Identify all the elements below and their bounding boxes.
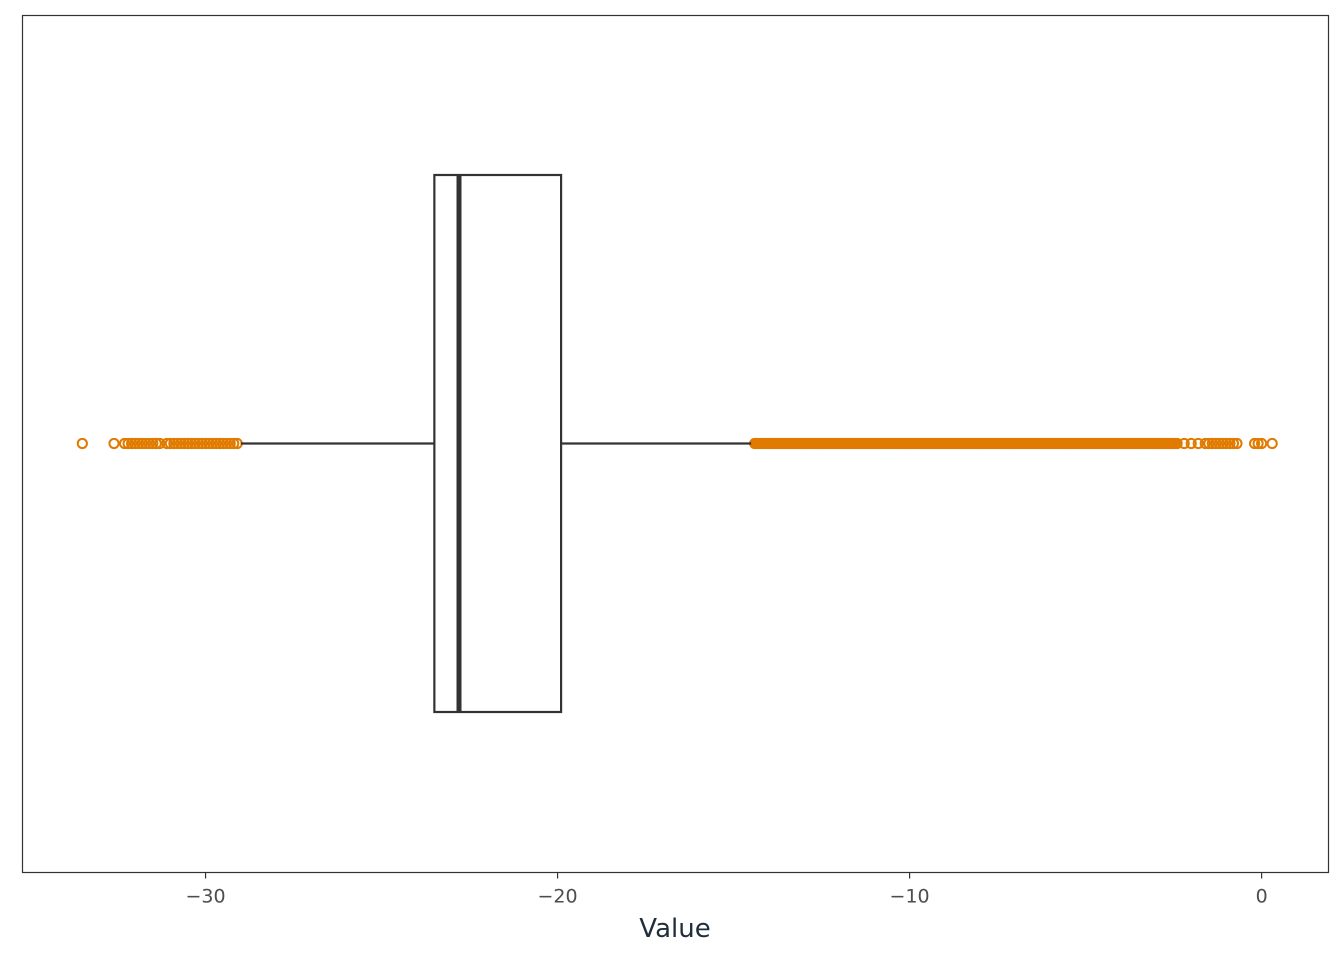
outlier-point [133,437,145,450]
outlier-point [76,437,88,450]
outlier-point [171,437,183,450]
outlier-point [136,437,148,450]
outlier-point [140,437,152,450]
outlier-point [164,437,176,450]
outlier-point [1213,437,1225,450]
x-axis-ticks: −30 −20 −10 0 [185,872,1268,908]
outlier-point [221,437,233,450]
outlier-point [1256,437,1268,450]
outlier-points [76,437,1278,450]
outlier-point [1203,437,1215,450]
outlier-point [206,437,219,450]
outlier-point [1178,437,1190,450]
outlier-point [182,437,194,450]
outlier-point [199,437,212,450]
x-tick-label: −10 [890,886,930,908]
outlier-point [1171,437,1183,450]
outlier-point [203,437,215,450]
x-tick-label: 0 [1256,886,1268,908]
outlier-point [224,437,236,450]
outlier-point [161,437,173,450]
outlier-point [118,437,131,450]
outlier-point [192,437,205,450]
outlier-point [147,437,159,450]
outlier-point [1224,437,1236,450]
outlier-point [1231,437,1243,450]
outlier-point [1199,437,1211,450]
x-axis-title: Value [639,914,710,944]
plot-panel-border [21,14,1330,874]
outlier-point [168,437,180,450]
box-element [240,173,752,714]
outlier-point [1217,437,1229,450]
outlier-point [122,437,134,450]
outlier-point [1185,437,1197,450]
outlier-point [228,437,240,450]
outlier-point [143,437,155,450]
x-tick-label: −20 [538,886,578,908]
outlier-point [189,437,201,450]
outlier-point [1220,437,1233,450]
outlier-point [1210,437,1222,450]
outlier-point [1192,437,1204,450]
outlier-point [1248,437,1261,450]
outlier-point [196,437,208,450]
outlier-point [214,437,226,450]
box-iqr [433,173,563,714]
outlier-point [175,437,187,450]
outlier-point [1227,437,1240,450]
outlier-point [217,437,229,450]
x-tick-label: −30 [185,886,225,908]
outlier-point [210,437,222,450]
outlier-point [1206,437,1218,450]
outlier-point [108,437,120,450]
outlier-point [154,437,166,450]
outlier-point [150,437,162,450]
outlier-point [129,437,141,450]
outlier-point [185,437,198,450]
outlier-point [1266,437,1278,450]
outlier-point [126,437,138,450]
outlier-point [178,437,191,450]
outlier-point [1252,437,1264,450]
